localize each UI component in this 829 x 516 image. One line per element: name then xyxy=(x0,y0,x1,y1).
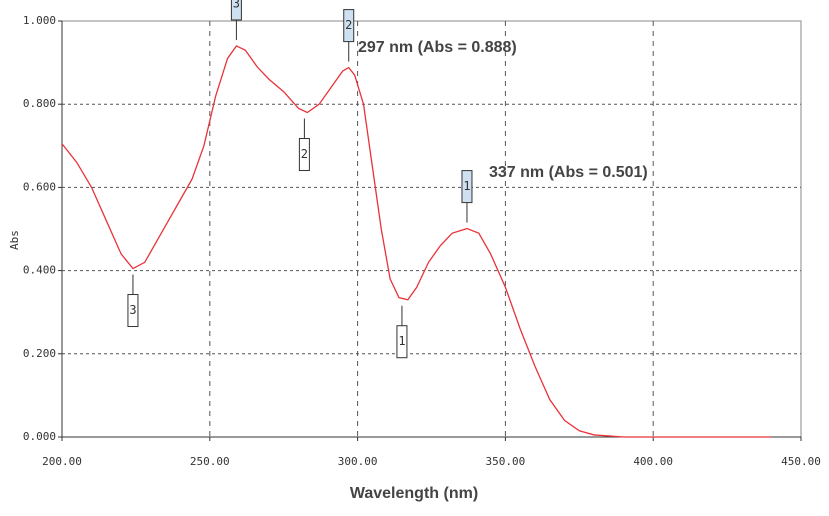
x-tick-label: 400.00 xyxy=(633,455,673,468)
marker-box xyxy=(298,138,310,172)
y-tick-label: 0.600 xyxy=(23,180,56,193)
y-axis-label: Abs xyxy=(8,230,21,250)
spectrum-line xyxy=(61,45,772,438)
x-tick-label: 200.00 xyxy=(42,455,82,468)
x-tick-label: 250.00 xyxy=(190,455,230,468)
y-tick-label: 0.200 xyxy=(23,347,56,360)
marker-label: 2 xyxy=(301,147,308,161)
x-tick-label: 450.00 xyxy=(781,455,821,468)
marker-box xyxy=(343,9,355,43)
marker-box xyxy=(230,0,242,21)
marker-label: 3 xyxy=(233,0,240,10)
x-axis-label: Wavelength (nm) xyxy=(350,485,478,502)
marker-box xyxy=(461,170,473,204)
marker-box xyxy=(127,294,139,328)
marker-label: 2 xyxy=(345,18,352,32)
y-tick-label: 1.000 xyxy=(23,14,56,27)
marker-label: 3 xyxy=(129,303,136,317)
x-tick-label: 300.00 xyxy=(338,455,378,468)
marker-box xyxy=(396,325,408,359)
y-tick-label: 0.000 xyxy=(23,430,56,443)
y-tick-label: 0.400 xyxy=(23,264,56,277)
annotation: 337 nm (Abs = 0.501) xyxy=(489,164,648,181)
y-tick-label: 0.800 xyxy=(23,97,56,110)
marker-label: 1 xyxy=(398,334,405,348)
x-tick-label: 350.00 xyxy=(486,455,526,468)
annotation: 297 nm (Abs = 0.888) xyxy=(358,39,517,56)
marker-label: 1 xyxy=(463,179,470,193)
